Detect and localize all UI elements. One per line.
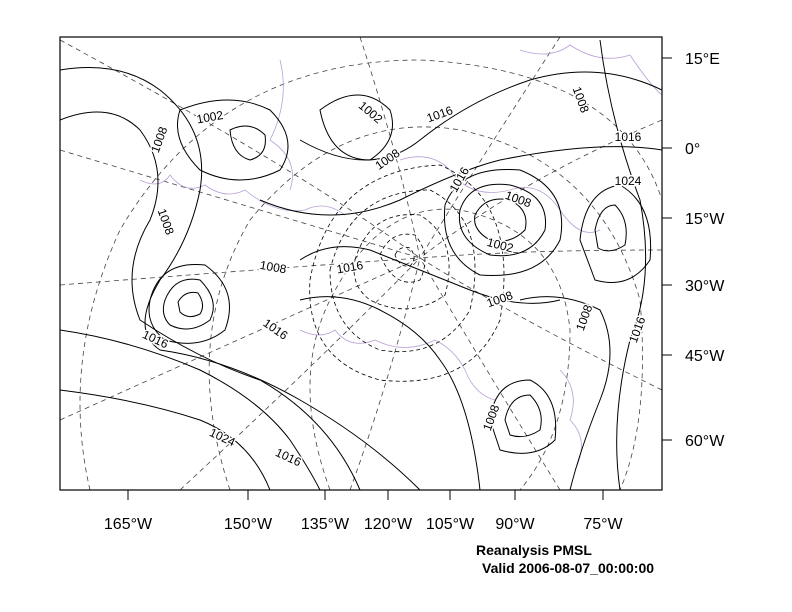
contour-label: 1016: [273, 445, 303, 469]
lon-label: 105°W: [426, 516, 475, 533]
map-content: [60, 37, 662, 490]
lat-label: 15°W: [685, 211, 725, 228]
contour-label: 1016: [335, 258, 364, 276]
contour-label: 1024: [615, 174, 642, 188]
contour-label: 1008: [480, 402, 502, 432]
lat-label: 15°E: [685, 51, 720, 68]
contour-label: 1008: [573, 302, 595, 332]
lat-label: 0°: [685, 141, 700, 158]
contour-label: 1008: [148, 124, 170, 154]
lon-label: 135°W: [301, 516, 350, 533]
contour-label: 1016: [615, 130, 642, 144]
map-frame: [59, 36, 663, 491]
footer-valid: Valid 2006-08-07_00:00:00: [482, 560, 654, 576]
contour-label: 1002: [195, 108, 224, 126]
low-contours: [309, 164, 505, 382]
contour-label: 1016: [425, 103, 455, 125]
contour-label: 1016: [447, 164, 473, 194]
contour-label: 1016: [626, 314, 648, 344]
lat-label: 60°W: [685, 433, 725, 450]
contour-label: 1008: [373, 146, 403, 173]
lon-label: 150°W: [224, 516, 273, 533]
lat-label: 45°W: [685, 348, 725, 365]
lon-label: 120°W: [364, 516, 413, 533]
contour-label: 1008: [485, 288, 515, 310]
graticule: [60, 37, 662, 490]
contour-label: 1016: [140, 327, 170, 351]
contour-label: 1008: [155, 207, 177, 237]
contour-label: 1008: [570, 85, 592, 115]
contour-label: 1002: [486, 235, 516, 256]
lon-label: 75°W: [583, 516, 623, 533]
contour-label: 1008: [503, 188, 533, 210]
lon-label: 90°W: [495, 516, 535, 533]
contour-label: 1024: [207, 425, 237, 449]
footer-title: Reanalysis PMSL: [476, 542, 592, 558]
lat-label: 30°W: [685, 278, 725, 295]
labels: 165°W 150°W 135°W 120°W 105°W 90°W 75°W 15°E 0° 1…: [104, 51, 725, 533]
contour-label: 1016: [261, 316, 291, 343]
isobars: [60, 39, 662, 490]
contour-label: 1008: [259, 258, 288, 276]
lon-label: 165°W: [104, 516, 153, 533]
